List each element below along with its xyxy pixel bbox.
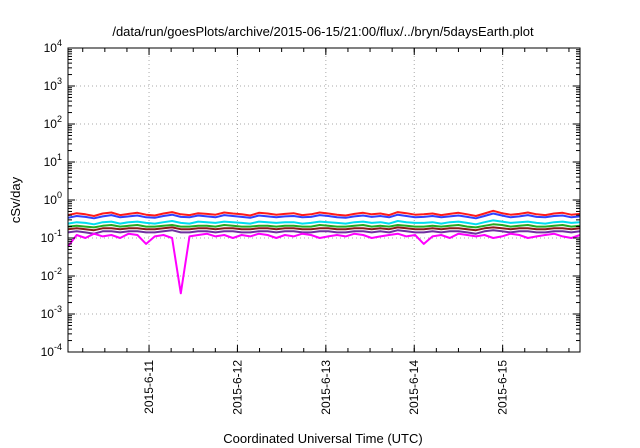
- series-line: [67, 209, 581, 217]
- y-tick-label: 10-3: [41, 304, 62, 321]
- y-tick-label: 100: [44, 190, 62, 207]
- x-tick-label: 2015-6-12: [230, 360, 244, 415]
- y-tick-label: 104: [44, 38, 62, 55]
- y-tick-label: 10-4: [41, 342, 62, 359]
- x-tick-label: 2015-6-15: [496, 360, 510, 415]
- series-line: [67, 219, 581, 226]
- y-tick-label: 102: [44, 114, 62, 131]
- grid: [68, 48, 580, 352]
- series-group: [67, 209, 581, 295]
- y-axis: 10-4 10-3 10-2 10-1 100 101 102 103 104: [41, 38, 580, 359]
- series-line: [67, 229, 581, 235]
- series-line: [67, 223, 581, 229]
- y-tick-label: 10-2: [41, 266, 62, 283]
- x-tick-label: 2015-6-13: [319, 360, 333, 415]
- x-axis-label: Coordinated Universal Time (UTC): [223, 431, 422, 446]
- x-axis: 2015-6-11 2015-6-12 2015-6-13 2015-6-14 2015…: [82, 48, 570, 415]
- series-line: [67, 226, 581, 232]
- y-tick-label: 10-1: [41, 228, 62, 245]
- x-tick-label: 2015-6-14: [407, 360, 421, 415]
- y-tick-label: 101: [44, 152, 62, 169]
- y-tick-label: 103: [44, 76, 62, 93]
- y-axis-label: cSv/day: [8, 176, 23, 223]
- series-line: [67, 232, 581, 295]
- series-line: [67, 212, 581, 220]
- chart-title: /data/run/goesPlots/archive/2015-06-15/2…: [112, 24, 534, 39]
- x-tick-label: 2015-6-11: [142, 360, 156, 414]
